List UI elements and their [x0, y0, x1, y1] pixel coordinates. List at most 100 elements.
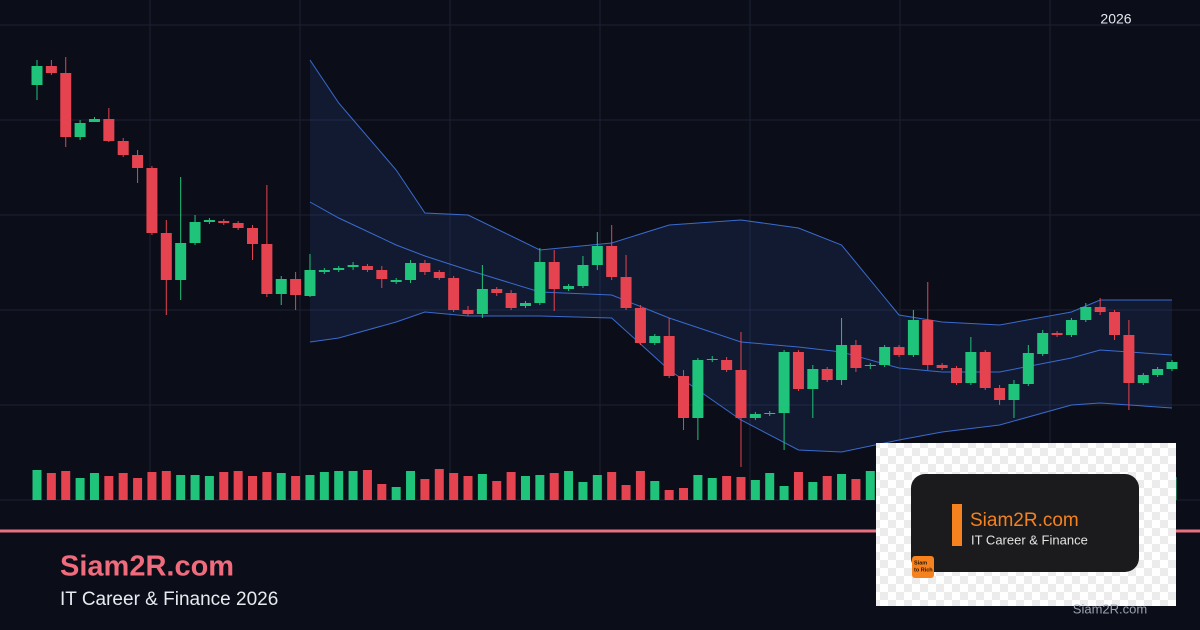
candle-body	[893, 347, 905, 355]
volume-bar	[190, 475, 200, 500]
candle-body	[1094, 307, 1106, 312]
candle-body	[922, 320, 934, 365]
candle-body	[218, 221, 230, 223]
volume-bar	[822, 476, 832, 500]
brand-subtitle: IT Career & Finance 2026	[60, 589, 278, 610]
volume-bar	[535, 475, 545, 500]
volume-bar	[736, 477, 746, 500]
volume-bar	[61, 471, 71, 500]
logo-bar	[952, 504, 962, 546]
volume-bar	[765, 473, 775, 500]
candle-body	[275, 279, 287, 294]
volume-bar	[449, 473, 459, 500]
volume-bar	[664, 490, 674, 500]
candle-body	[1008, 384, 1020, 400]
volume-bar	[334, 471, 344, 500]
candle-body	[749, 414, 761, 418]
candle-body	[476, 289, 488, 314]
volume-bar	[204, 476, 214, 500]
volume-bar	[291, 476, 301, 500]
volume-bar	[276, 473, 286, 500]
volume-bar	[707, 478, 717, 500]
candle-body	[88, 119, 100, 122]
candle-body	[203, 220, 215, 222]
volume-bar	[578, 482, 588, 500]
candle-body	[721, 360, 733, 370]
volume-bar	[779, 486, 789, 500]
candle-body	[965, 352, 977, 383]
badge	[912, 556, 934, 578]
brand-title: Siam2R.com	[60, 551, 234, 583]
candle-body	[505, 293, 517, 308]
candle-body	[792, 352, 804, 389]
watermark: Siam2R.com	[1073, 601, 1147, 616]
volume-bar	[463, 476, 473, 500]
candle-body	[1137, 375, 1149, 383]
candle-body	[606, 246, 618, 277]
volume-bar	[851, 479, 861, 500]
candle-body	[591, 246, 603, 265]
candle-body	[304, 270, 316, 296]
candle-body	[634, 308, 646, 343]
volume-bar	[492, 481, 502, 500]
candle-body	[534, 262, 546, 303]
candle-body	[735, 370, 747, 418]
candle-body	[879, 347, 891, 365]
volume-bar	[793, 472, 803, 500]
candle-body	[950, 368, 962, 383]
volume-bar	[75, 478, 85, 500]
candle-body	[491, 289, 503, 293]
volume-bar	[147, 472, 157, 500]
candle-body	[692, 360, 704, 418]
volume-bar	[391, 487, 401, 500]
candle-body	[850, 345, 862, 368]
candle-body	[764, 413, 776, 414]
volume-bar	[32, 470, 42, 500]
volume-bar	[305, 475, 315, 500]
candle-body	[1022, 353, 1034, 384]
volume-bar	[592, 475, 602, 500]
candle-body	[1037, 333, 1049, 354]
badge-line: Siam	[914, 560, 927, 566]
candle-body	[419, 263, 431, 272]
candle-body	[405, 263, 417, 280]
candle-body	[333, 268, 345, 270]
candle-body	[1080, 307, 1092, 320]
candle-body	[778, 352, 790, 413]
volume-bar	[693, 475, 703, 500]
candle-body	[60, 73, 72, 137]
band-line	[309, 59, 1172, 326]
candle-body	[433, 272, 445, 278]
candle-body	[994, 388, 1006, 400]
candle-body	[1166, 362, 1178, 369]
candle-body	[361, 266, 373, 270]
volume-bar	[808, 482, 818, 500]
card-subtitle: IT Career & Finance	[971, 532, 1088, 547]
candle-body	[1065, 320, 1077, 335]
candle-body	[462, 310, 474, 314]
volume-bar	[262, 472, 272, 500]
candle-body	[448, 278, 460, 310]
volume-bar	[46, 473, 56, 500]
period-label: 2026	[1100, 11, 1131, 27]
candle-body	[290, 279, 302, 295]
candle-body	[390, 280, 402, 282]
badge-line: to Rich	[914, 567, 933, 573]
candle-body	[117, 141, 129, 155]
candle-body	[261, 244, 273, 294]
candle-body	[807, 369, 819, 389]
candle-body	[649, 336, 661, 343]
candle-body	[103, 119, 115, 141]
candle-body	[678, 376, 690, 418]
candle-body	[907, 320, 919, 355]
candle-body	[620, 277, 632, 308]
candle-body	[864, 365, 876, 366]
candle-body	[821, 369, 833, 380]
candle-body	[836, 345, 848, 380]
volume-bar	[176, 475, 186, 500]
volume-bar	[319, 472, 329, 500]
volume-bar	[607, 472, 617, 500]
volume-bar	[104, 476, 114, 500]
candle-body	[1051, 333, 1063, 335]
